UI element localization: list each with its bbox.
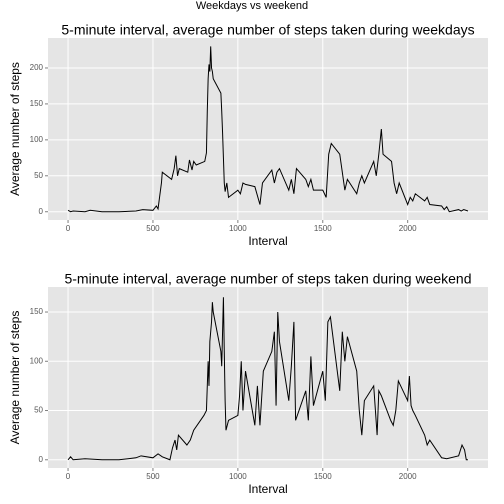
y-tick-label: 50 xyxy=(34,406,43,415)
x-tick-label: 2000 xyxy=(399,224,417,233)
panel-background xyxy=(48,38,488,220)
y-tick-label: 0 xyxy=(39,455,44,464)
figure-title: Weekdays vs weekend xyxy=(196,0,308,12)
panel-background xyxy=(48,287,488,468)
panel-title: 5-minute interval, average number of ste… xyxy=(61,22,474,38)
x-tick-label: 0 xyxy=(66,224,71,233)
y-tick-label: 200 xyxy=(30,63,44,72)
x-tick-label: 1500 xyxy=(314,224,332,233)
x-tick-label: 1000 xyxy=(229,472,247,481)
y-tick-label: 150 xyxy=(30,307,44,316)
y-tick-label: 100 xyxy=(30,135,44,144)
x-axis-label: Interval xyxy=(248,234,287,248)
x-tick-label: 500 xyxy=(146,472,160,481)
y-tick-label: 50 xyxy=(34,171,43,180)
x-tick-label: 500 xyxy=(146,224,160,233)
x-tick-label: 1500 xyxy=(314,472,332,481)
y-tick-label: 0 xyxy=(39,207,44,216)
panel-title: 5-minute interval, average number of ste… xyxy=(64,271,471,287)
x-tick-label: 2000 xyxy=(399,472,417,481)
x-tick-label: 1000 xyxy=(229,224,247,233)
y-axis-label: Average number of steps xyxy=(8,62,22,196)
x-tick-label: 0 xyxy=(66,472,71,481)
data-line xyxy=(67,297,468,461)
y-tick-label: 100 xyxy=(30,356,44,365)
data-line xyxy=(67,46,469,213)
y-axis-label: Average number of steps xyxy=(8,311,22,445)
y-tick-label: 150 xyxy=(30,99,44,108)
x-axis-label: Interval xyxy=(248,482,287,496)
